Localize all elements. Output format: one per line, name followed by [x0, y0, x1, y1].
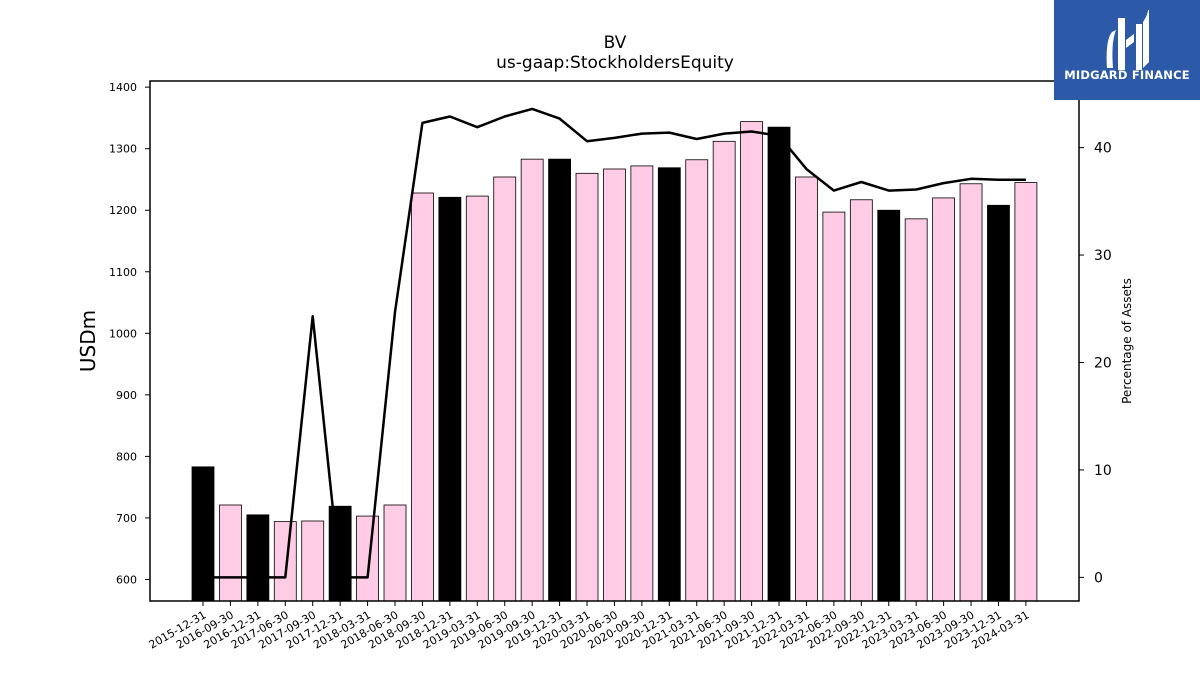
bar-2017-09-30 — [301, 520, 325, 602]
bar-2019-12-31 — [548, 158, 571, 602]
bar-2020-03-31 — [575, 172, 599, 602]
bar-2022-06-30 — [822, 211, 846, 602]
bar-2019-03-31 — [465, 195, 489, 602]
bar-2021-12-31 — [767, 126, 791, 602]
bar-2020-12-31 — [657, 167, 681, 602]
y-tick-label-800: 800 — [116, 450, 137, 463]
bar-2022-12-31 — [877, 209, 901, 602]
bar-2019-09-30 — [520, 158, 544, 602]
y-tick-label-1200: 1200 — [109, 204, 137, 217]
bar-2023-03-31 — [904, 218, 928, 602]
y2-axis-label: Percentage of Assets — [1120, 278, 1134, 404]
bar-2021-03-31 — [685, 159, 709, 602]
logo-text: MIDGARD FINANCE — [1064, 68, 1190, 82]
bar-2018-09-30 — [411, 192, 434, 602]
y2-tick-label-40: 40 — [1094, 141, 1112, 157]
y2-tick-label-0: 0 — [1094, 570, 1103, 586]
bar-2021-09-30 — [740, 121, 763, 602]
y-tick-label-700: 700 — [116, 512, 137, 525]
midgard-finance-logo: MIDGARD FINANCE — [1054, 0, 1200, 100]
y-tick-label-1400: 1400 — [109, 81, 137, 94]
y-tick-label-900: 900 — [116, 389, 137, 402]
chart-subtitle: us-gaap:StockholdersEquity — [496, 53, 734, 73]
bars-group — [191, 121, 1038, 602]
bar-2018-03-31 — [356, 515, 379, 602]
y2-tick-label-20: 20 — [1094, 355, 1112, 371]
bar-2017-12-31 — [328, 505, 352, 602]
y-tick-label-1100: 1100 — [109, 266, 137, 279]
bar-2020-09-30 — [630, 165, 654, 602]
line-group — [202, 107, 1026, 579]
bar-2024-03-31 — [1014, 182, 1038, 602]
y-tick-label-1300: 1300 — [109, 143, 137, 156]
bar-2016-12-31 — [246, 514, 270, 602]
bar-2023-12-31 — [987, 204, 1010, 602]
logo-mark-icon — [1106, 10, 1149, 70]
bar-2020-06-30 — [603, 168, 626, 602]
bar-2017-06-30 — [273, 521, 297, 602]
y2-tick-label-10: 10 — [1094, 463, 1112, 479]
bar-2018-12-31 — [438, 196, 462, 602]
y-tick-label-600: 600 — [116, 573, 137, 586]
bar-2016-09-30 — [219, 504, 242, 602]
bar-2015-12-31 — [191, 466, 215, 602]
chart-title: BV — [604, 33, 627, 53]
bar-2023-06-30 — [932, 197, 956, 602]
bar-2018-06-30 — [383, 504, 407, 602]
y-tick-label-1000: 1000 — [109, 327, 137, 340]
bar-2021-06-30 — [712, 140, 736, 602]
bar-2022-09-30 — [849, 199, 873, 602]
bar-2023-09-30 — [959, 183, 983, 602]
y-axis-label: USDm — [76, 310, 100, 372]
y2-tick-label-30: 30 — [1094, 248, 1112, 264]
bar-2022-03-31 — [795, 176, 818, 602]
bar-2019-06-30 — [493, 176, 517, 602]
